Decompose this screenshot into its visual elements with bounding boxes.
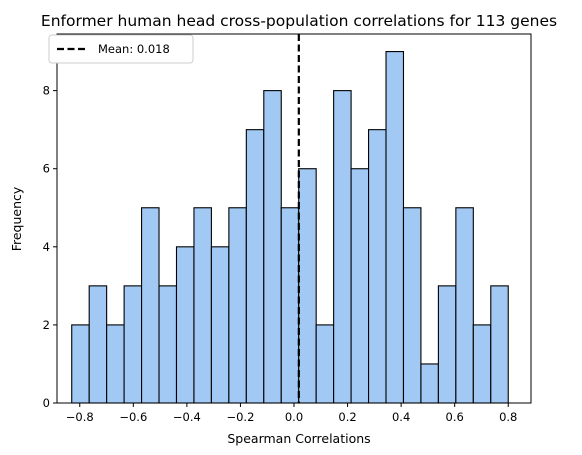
x-axis-ticks: −0.8 −0.6 −0.4 −0.2 0.0 0.2 0.4 0.6 0.8 bbox=[66, 403, 517, 424]
histogram-bar bbox=[123, 285, 143, 404]
y-tick-label: 2 bbox=[43, 318, 50, 332]
x-tick-label: −0.2 bbox=[226, 410, 254, 424]
x-tick-label: −0.8 bbox=[66, 410, 94, 424]
histogram-bar bbox=[402, 207, 422, 404]
histogram-bar bbox=[228, 207, 247, 404]
x-tick-label: 0.6 bbox=[446, 410, 464, 424]
x-tick-label: 0.4 bbox=[392, 410, 410, 424]
legend-box bbox=[48, 34, 194, 64]
x-tick-label: 0.0 bbox=[285, 410, 303, 424]
histogram-bars bbox=[71, 51, 509, 404]
histogram-bar bbox=[106, 324, 125, 404]
histogram-bar bbox=[298, 168, 317, 404]
chart-title: Enformer human head cross-population cor… bbox=[41, 12, 557, 30]
histogram-bar bbox=[437, 285, 457, 404]
histogram-bar bbox=[88, 285, 108, 404]
histogram-bar bbox=[472, 324, 492, 404]
histogram-bar bbox=[193, 207, 212, 404]
y-axis-label: Frequency bbox=[9, 186, 24, 251]
histogram-bar bbox=[210, 246, 230, 404]
histogram-bar bbox=[158, 285, 178, 404]
histogram-bar bbox=[245, 129, 265, 404]
histogram-bar bbox=[263, 90, 282, 404]
histogram-bar bbox=[455, 207, 474, 404]
histogram-bar bbox=[333, 90, 352, 404]
histogram-bar bbox=[420, 363, 439, 404]
x-axis-label: Spearman Correlations bbox=[227, 431, 370, 446]
legend: Mean: 0.018 bbox=[48, 34, 194, 64]
y-tick-label: 6 bbox=[43, 162, 50, 176]
x-tick-label: −0.4 bbox=[173, 410, 201, 424]
histogram-bar bbox=[315, 324, 335, 404]
histogram-bar bbox=[490, 285, 509, 404]
histogram-bar bbox=[280, 207, 300, 404]
x-tick-label: 0.8 bbox=[499, 410, 517, 424]
histogram-bar bbox=[141, 207, 160, 404]
histogram-bar bbox=[350, 168, 370, 404]
y-tick-label: 8 bbox=[43, 84, 50, 98]
legend-mean-label: Mean: 0.018 bbox=[98, 42, 170, 56]
histogram-bar bbox=[368, 129, 387, 404]
x-tick-label: −0.6 bbox=[119, 410, 147, 424]
histogram-bar bbox=[175, 246, 195, 404]
y-tick-label: 4 bbox=[43, 240, 50, 254]
y-tick-label: 0 bbox=[43, 396, 50, 410]
histogram-bar bbox=[385, 51, 405, 404]
x-tick-label: 0.2 bbox=[338, 410, 356, 424]
histogram-bar bbox=[71, 324, 90, 404]
y-axis-ticks: 0 2 4 6 8 bbox=[43, 84, 57, 410]
